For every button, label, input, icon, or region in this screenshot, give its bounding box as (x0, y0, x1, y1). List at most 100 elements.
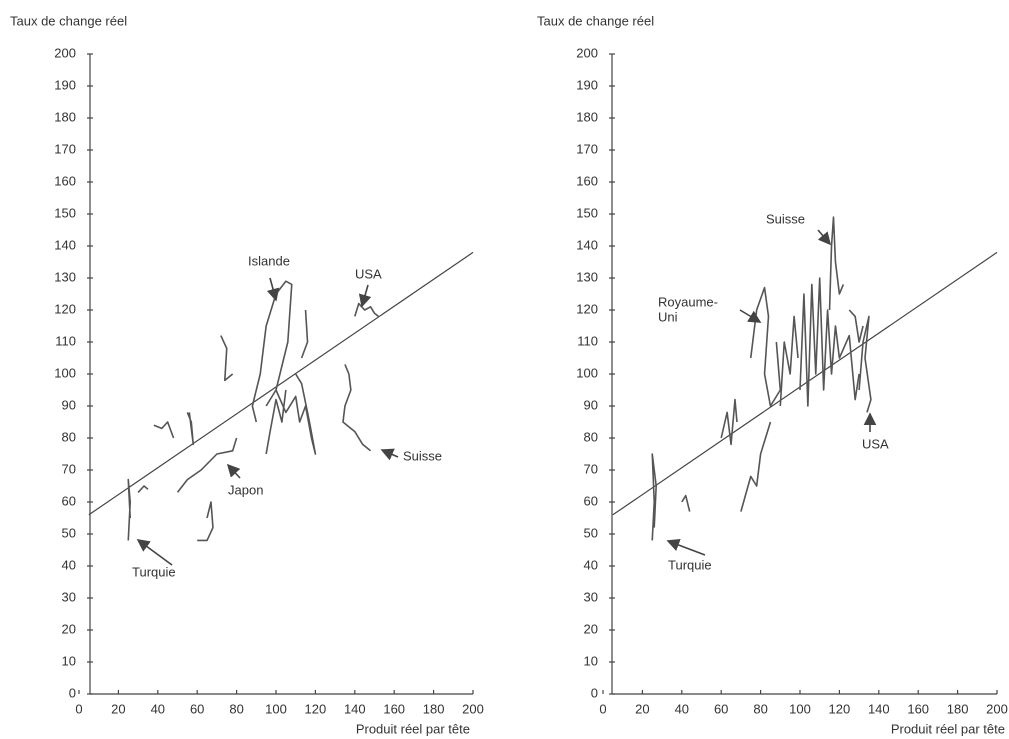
trajectory (300, 309, 309, 359)
x-tick-label: 20 (635, 701, 649, 716)
annotation: Suisse (403, 448, 442, 463)
trajectory (828, 216, 845, 311)
trajectory (354, 302, 379, 318)
annotation: Japon (228, 482, 263, 497)
y-tick-label: 50 (584, 525, 598, 540)
y-axis-label: Taux de change réel (537, 13, 654, 28)
y-tick-label: 10 (62, 653, 76, 668)
y-tick-label: 190 (576, 77, 598, 92)
y-tick-label: 30 (62, 589, 76, 604)
annotation-arrow (380, 448, 399, 461)
y-tick-label: 140 (54, 237, 76, 252)
x-tick-label: 160 (907, 701, 929, 716)
annotation-arrow (817, 229, 832, 246)
y-axis-label: Taux de change réel (10, 13, 127, 28)
y-tick-label: 200 (54, 45, 76, 60)
fit-line (88, 251, 474, 516)
y-tick-label: 160 (54, 173, 76, 188)
trajectory (220, 335, 234, 382)
trajectory (799, 277, 860, 407)
trajectory (779, 315, 799, 407)
y-tick-label: 90 (62, 397, 76, 412)
y-tick-label: 200 (576, 45, 598, 60)
y-tick-label: 100 (54, 365, 76, 380)
x-tick-label: 120 (829, 701, 851, 716)
x-tick-label: 80 (229, 701, 243, 716)
trajectory (265, 389, 287, 455)
y-tick-label: 150 (576, 205, 598, 220)
x-tick-label: 60 (190, 701, 204, 716)
y-tick-label: 30 (584, 589, 598, 604)
annotation: USA (862, 436, 889, 451)
annotation-arrow (226, 463, 241, 479)
y-tick-label: 170 (576, 141, 598, 156)
y-tick-label: 170 (54, 141, 76, 156)
trajectory (251, 280, 293, 423)
x-tick-label: 200 (986, 701, 1008, 716)
x-tick-label: 140 (344, 701, 366, 716)
trajectory (720, 398, 738, 446)
trajectory (197, 501, 214, 542)
x-tick-label: 120 (305, 701, 327, 716)
x-tick-label: 180 (947, 701, 969, 716)
annotation-arrow (739, 309, 762, 323)
y-tick-label: 80 (584, 429, 598, 444)
x-tick-label: 40 (675, 701, 689, 716)
y-tick-label: 0 (591, 685, 598, 700)
y-tick-label: 60 (584, 493, 598, 508)
y-tick-label: 40 (584, 557, 598, 572)
trajectory (848, 309, 864, 343)
y-tick-label: 80 (62, 429, 76, 444)
trajectory (740, 421, 772, 512)
x-tick-label: 60 (714, 701, 728, 716)
y-tick-label: 90 (584, 397, 598, 412)
x-tick-label: 180 (423, 701, 445, 716)
x-tick-label: 200 (462, 701, 484, 716)
trajectory (186, 412, 195, 446)
y-tick-label: 10 (584, 653, 598, 668)
annotation-arrow (358, 284, 372, 308)
y-tick-label: 40 (62, 557, 76, 572)
y-tick-label: 0 (69, 685, 76, 700)
x-axis-label: Produit réel par tête (356, 721, 470, 736)
x-tick-label: 0 (75, 701, 82, 716)
annotation: Turquie (668, 557, 712, 572)
x-tick-label: 140 (868, 701, 890, 716)
y-tick-label: 120 (576, 301, 598, 316)
annotation-arrow (136, 539, 173, 566)
y-tick-label: 130 (576, 269, 598, 284)
trajectory (858, 315, 872, 413)
y-tick-label: 70 (584, 461, 598, 476)
y-tick-label: 110 (55, 333, 76, 348)
trajectory (342, 364, 372, 452)
x-tick-label: 20 (111, 701, 125, 716)
y-tick-label: 140 (576, 237, 598, 252)
y-tick-label: 130 (54, 269, 76, 284)
trajectory (681, 494, 691, 512)
y-tick-label: 180 (576, 109, 598, 124)
annotation: Islande (248, 253, 290, 268)
fit-line (612, 251, 998, 516)
x-tick-label: 100 (789, 701, 811, 716)
trajectory (137, 485, 149, 493)
y-tick-label: 160 (576, 173, 598, 188)
y-tick-label: 110 (577, 333, 598, 348)
y-tick-label: 50 (62, 525, 76, 540)
x-tick-label: 160 (383, 701, 405, 716)
y-tick-label: 60 (62, 493, 76, 508)
y-tick-label: 20 (584, 621, 598, 636)
annotation-arrow (266, 277, 280, 302)
x-tick-label: 40 (151, 701, 165, 716)
annotation: USA (355, 266, 382, 281)
annotation: Suisse (766, 211, 805, 226)
annotation: Uni (658, 309, 678, 324)
x-tick-label: 80 (753, 701, 767, 716)
trajectory (127, 478, 132, 541)
trajectory (749, 286, 782, 407)
x-axis-label: Produit réel par tête (891, 721, 1005, 736)
annotation: Turquie (132, 564, 176, 579)
y-tick-label: 100 (576, 365, 598, 380)
x-tick-label: 0 (599, 701, 606, 716)
annotation-arrow (666, 538, 706, 556)
